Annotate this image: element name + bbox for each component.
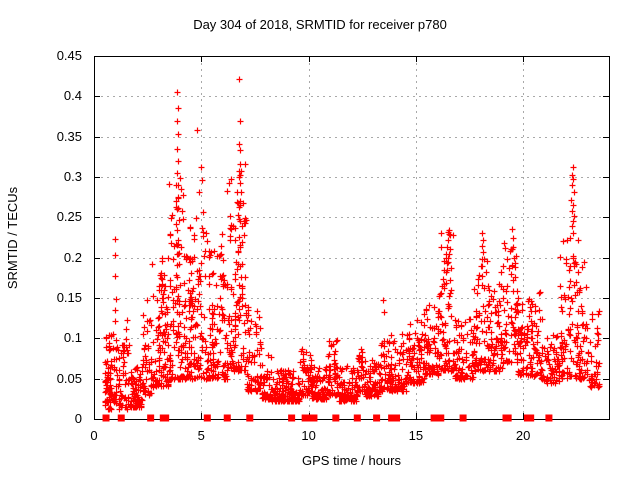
y-tick-label: 0.25 [56,209,82,225]
x-axis-label: GPS time / hours [302,453,401,468]
y-tick-label: 0.45 [56,48,82,63]
y-axis-label: SRMTID / TECUs [5,186,20,290]
x-tick-label: 0 [90,428,98,443]
zero-value-marker [332,414,340,422]
zero-value-marker [504,414,512,422]
zero-value-marker [117,414,125,422]
plot-border [94,56,610,420]
zero-value-marker [430,414,438,422]
y-tick-label: 0.3 [63,169,82,184]
y-tick-label: 0.35 [56,128,82,144]
data-points [102,76,603,413]
zero-value-marker [162,414,170,422]
y-tick-label: 0.4 [63,88,82,104]
y-tick-label: 0.15 [56,290,82,305]
zero-value-marker [393,414,401,422]
chart-title: Day 304 of 2018, SRMTID for receiver p78… [193,17,447,32]
y-tick-label: 0.1 [63,330,82,346]
zero-value-marker [304,414,312,422]
zero-value-marker [527,414,535,422]
x-tick-label: 5 [197,428,205,443]
zero-value-marker [246,414,254,422]
zero-value-marker [288,414,296,422]
zero-value-marker [203,414,211,422]
zero-value-marker [459,414,467,422]
zero-value-marker [310,414,318,422]
y-tick-label: 0 [74,411,82,426]
x-tick-label: 10 [301,428,316,443]
y-tick-label: 0.2 [63,249,82,265]
zero-value-marker [545,414,553,422]
zero-value-marker [223,414,231,422]
y-tick-label: 0.05 [56,370,82,386]
zero-value-marker [147,414,155,422]
gridlines [95,57,608,418]
zero-value-marker [102,414,110,422]
x-tick-label: 20 [515,428,531,443]
zero-value-marker [373,414,381,422]
x-tick-label: 15 [408,428,424,443]
zero-value-marker [353,414,361,422]
zero-value-marker [437,414,445,422]
